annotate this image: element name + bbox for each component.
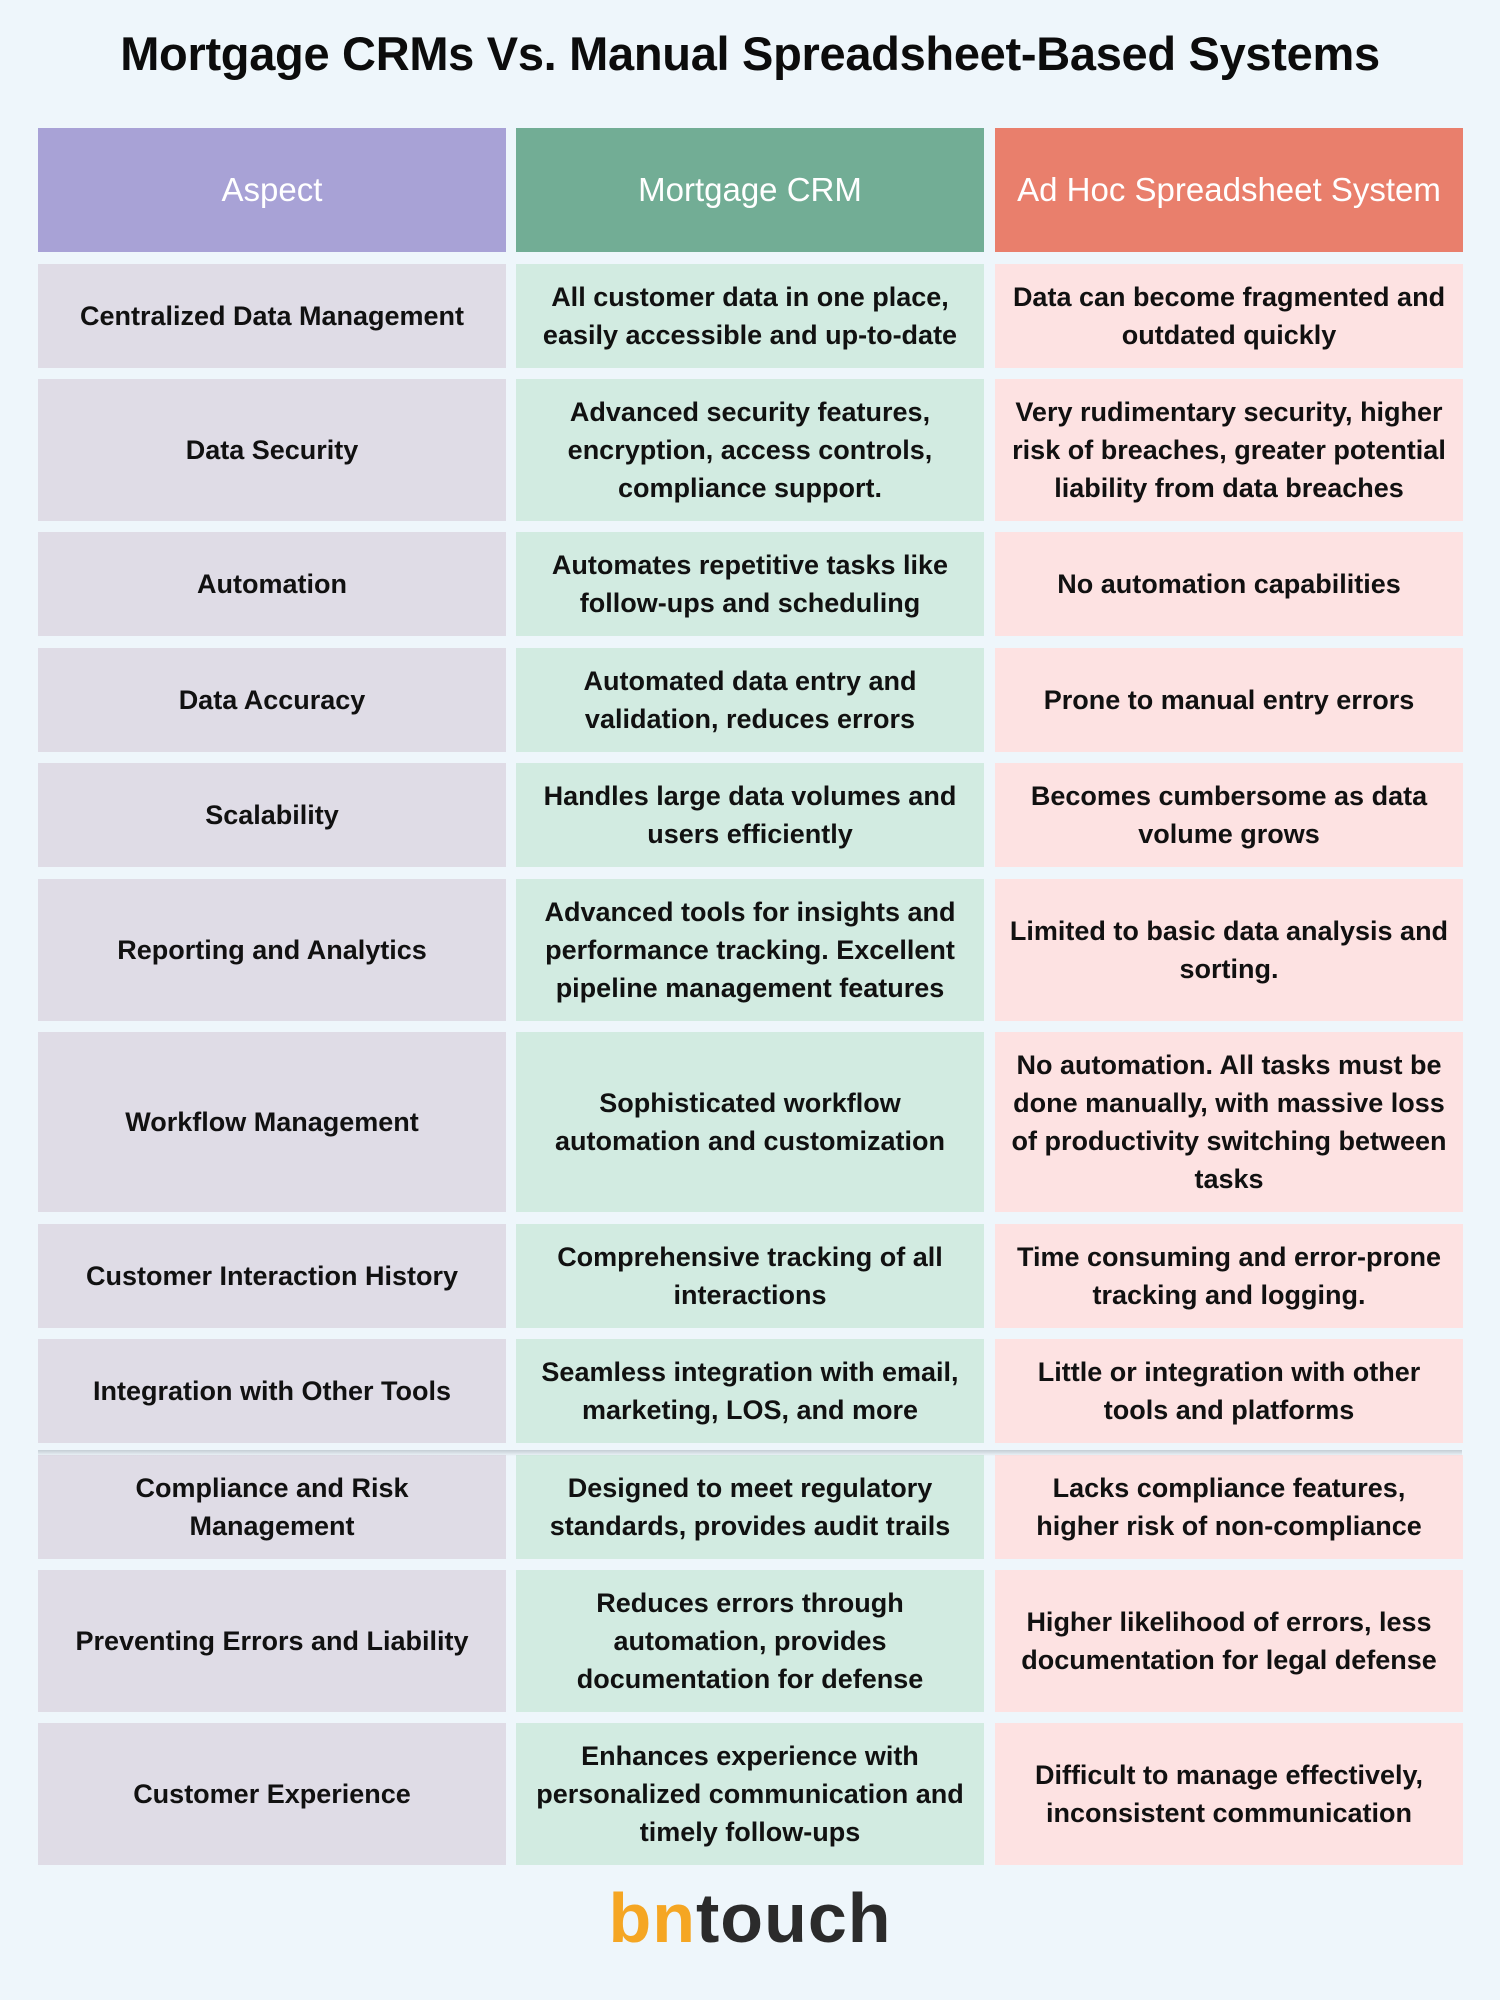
crm-cell: Automated data entry and validation, red… — [516, 648, 984, 752]
aspect-cell: Data Accuracy — [38, 648, 506, 752]
aspect-cell: Workflow Management — [38, 1032, 506, 1212]
aspect-cell: Customer Interaction History — [38, 1224, 506, 1328]
crm-cell: Designed to meet regulatory standards, p… — [516, 1455, 984, 1559]
aspect-cell: Compliance and Risk Management — [38, 1455, 506, 1559]
aspect-cell: Customer Experience — [38, 1723, 506, 1865]
spreadsheet-cell: Little or integration with other tools a… — [995, 1339, 1463, 1443]
page-title: Mortgage CRMs Vs. Manual Spreadsheet-Bas… — [120, 27, 1380, 80]
spreadsheet-cell: Limited to basic data analysis and sorti… — [995, 879, 1463, 1021]
aspect-cell: Preventing Errors and Liability — [38, 1570, 506, 1712]
crm-cell: Comprehensive tracking of all interactio… — [516, 1224, 984, 1328]
spreadsheet-cell: Prone to manual entry errors — [995, 648, 1463, 752]
spreadsheet-cell: Very rudimentary security, higher risk o… — [995, 379, 1463, 521]
spreadsheet-cell: Higher likelihood of errors, less docume… — [995, 1570, 1463, 1712]
crm-cell: Reduces errors through automation, provi… — [516, 1570, 984, 1712]
header-aspect: Aspect — [38, 128, 506, 252]
spreadsheet-cell: No automation. All tasks must be done ma… — [995, 1032, 1463, 1212]
spreadsheet-cell: No automation capabilities — [995, 532, 1463, 636]
crm-cell: Advanced security features, encryption, … — [516, 379, 984, 521]
header-spreadsheet-system: Ad Hoc Spreadsheet System — [995, 128, 1463, 252]
spreadsheet-cell: Lacks compliance features, higher risk o… — [995, 1455, 1463, 1559]
crm-cell: Handles large data volumes and users eff… — [516, 763, 984, 867]
crm-cell: Sophisticated workflow automation and cu… — [516, 1032, 984, 1212]
aspect-cell: Automation — [38, 532, 506, 636]
spreadsheet-cell: Becomes cumbersome as data volume grows — [995, 763, 1463, 867]
aspect-cell: Scalability — [38, 763, 506, 867]
crm-cell: Advanced tools for insights and performa… — [516, 879, 984, 1021]
row-divider-shadow — [38, 1450, 1462, 1456]
crm-cell: Automates repetitive tasks like follow-u… — [516, 532, 984, 636]
spreadsheet-cell: Difficult to manage effectively, inconsi… — [995, 1723, 1463, 1865]
aspect-cell: Centralized Data Management — [38, 264, 506, 368]
logo-part-touch: touch — [696, 1879, 892, 1957]
aspect-cell: Data Security — [38, 379, 506, 521]
aspect-cell: Integration with Other Tools — [38, 1339, 506, 1443]
logo-part-bn: bn — [608, 1879, 696, 1957]
crm-cell: Seamless integration with email, marketi… — [516, 1339, 984, 1443]
header-mortgage-crm: Mortgage CRM — [516, 128, 984, 252]
crm-cell: Enhances experience with personalized co… — [516, 1723, 984, 1865]
spreadsheet-cell: Time consuming and error-prone tracking … — [995, 1224, 1463, 1328]
crm-cell: All customer data in one place, easily a… — [516, 264, 984, 368]
spreadsheet-cell: Data can become fragmented and outdated … — [995, 264, 1463, 368]
aspect-cell: Reporting and Analytics — [38, 879, 506, 1021]
bntouch-logo: bntouch — [0, 1878, 1500, 1958]
